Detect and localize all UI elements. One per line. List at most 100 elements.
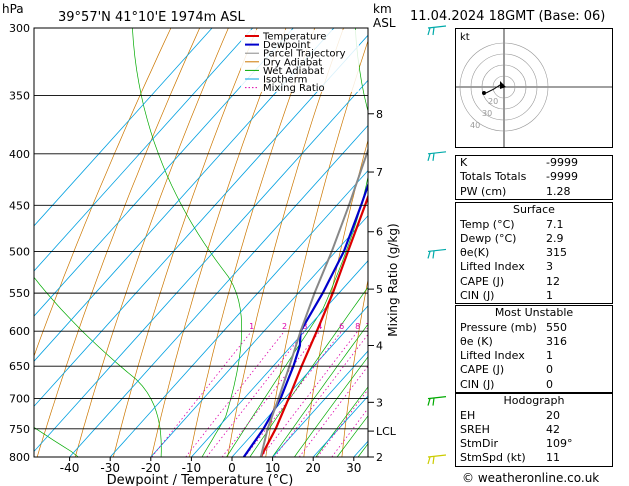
km-tick-label: 5 (376, 283, 383, 296)
surface-title: Surface (513, 203, 555, 216)
km-tick-label: LCL (376, 425, 397, 438)
hodo-ring-label-30: 30 (482, 109, 492, 118)
isotherm-line (34, 28, 335, 362)
x-tick-label: 0 (228, 461, 236, 475)
isotherm-line (34, 28, 294, 317)
storm-motion-arrow-icon (500, 81, 506, 89)
mixing-ratio-line (221, 330, 321, 457)
x-tick-label: -40 (60, 461, 80, 475)
isotherm-line (109, 169, 368, 457)
pressure-tick-label: 600 (9, 325, 30, 338)
isotherm-line (272, 350, 368, 457)
pressure-tick-label: 300 (9, 22, 30, 35)
wind-barb-icon (427, 248, 447, 259)
isotherm-line (34, 28, 213, 227)
isotherm-line (34, 28, 253, 272)
legend-label: Temperature (262, 32, 326, 43)
wind-barb-icon (427, 151, 447, 161)
index-row-pw: PW (cm) 1.28 (460, 184, 571, 198)
mixing-ratio-line (260, 330, 359, 457)
legend-label: Isotherm (263, 75, 307, 86)
most-unstable-title: Most Unstable (494, 306, 574, 319)
dry-adiabat (341, 278, 368, 457)
legend-label: Wet Adiabat (263, 66, 324, 77)
mixing-ratio-label: 20 (407, 322, 417, 331)
wind-barb-icon (427, 395, 447, 406)
asl-label: ASL (373, 16, 396, 30)
pressure-tick-label: 550 (9, 287, 30, 300)
legend-label: Dry Adiabat (263, 57, 322, 68)
x-tick-label: -10 (182, 461, 202, 475)
x-tick-label: -30 (100, 461, 120, 475)
hodograph-stats-row: EH 20 (460, 408, 560, 422)
mixing-ratio-label: 2 (282, 322, 287, 331)
wind-barb-icon (427, 454, 447, 465)
dry-adiabat (189, 28, 316, 457)
most-unstable-row: θe (K) 316 (460, 334, 567, 348)
mixing-ratio-axis-label: Mixing Ratio (g/kg) (386, 223, 400, 336)
credit-label: © weatheronline.co.uk (462, 471, 600, 485)
wet-adiabat (34, 276, 162, 457)
x-tick-label: 20 (306, 461, 321, 475)
datetime-label: 11.04.2024 18GMT (Base: 06) (410, 9, 606, 24)
mixing-ratio-line (317, 388, 368, 457)
isotherm-line (231, 305, 368, 457)
isotherm-line (150, 215, 368, 457)
pressure-tick-label: 650 (9, 360, 30, 373)
hodo-ring-label-40: 40 (470, 121, 480, 130)
x-tick-label: 10 (265, 461, 280, 475)
pressure-tick-label: 450 (9, 199, 30, 212)
surface-row: Temp (°C) 7.1 (460, 217, 564, 231)
wet-adiabat (132, 28, 243, 457)
wet-adiabat (315, 386, 368, 457)
most-unstable-row: Lifted Index 1 (460, 349, 553, 363)
hodo-ring-label-20: 20 (488, 97, 498, 106)
hodograph-chart: kt 20 30 40 (456, 29, 612, 147)
most-unstable-row: CIN (J) 0 (460, 377, 553, 391)
wet-adiabat (34, 426, 79, 457)
wet-adiabat (249, 286, 368, 457)
km-tick-label: 6 (376, 226, 383, 239)
km-label: km (373, 2, 392, 16)
dry-adiabat (227, 28, 344, 457)
hodograph-stats-row: StmSpd (kt) 11 (460, 451, 560, 465)
wet-adiabat (293, 356, 368, 457)
surface-row: Lifted Index 3 (460, 260, 553, 274)
surface-row: Dewp (°C) 2.9 (460, 231, 564, 245)
x-tick-label: 30 (346, 461, 361, 475)
pressure-tick-label: 750 (9, 423, 30, 436)
isotherm-line (34, 34, 368, 407)
indices-panel: K -9999 Totals Totals -9999 PW (cm) 1.28 (455, 155, 613, 200)
isotherm-line (34, 79, 368, 453)
x-axis-label: Dewpoint / Temperature (°C) (107, 473, 294, 486)
mixing-ratio-label: 8 (355, 322, 360, 331)
km-tick-label: 8 (376, 108, 383, 121)
pressure-tick-label: 400 (9, 148, 30, 161)
wet-adiabat (336, 415, 368, 457)
legend-label: Mixing Ratio (263, 83, 325, 94)
index-row-totals: Totals Totals -9999 (460, 170, 578, 184)
hodograph-stats-title: Hodograph (503, 394, 565, 407)
pressure-tick-label: 500 (9, 245, 30, 258)
surface-row: CIN (J) 1 (460, 288, 553, 302)
km-tick-label: 3 (376, 396, 383, 409)
dry-adiabat (34, 28, 172, 358)
hpa-label: hPa (2, 2, 24, 16)
pressure-tick-label: 800 (9, 451, 30, 464)
hodograph-stats-row: StmDir 109° (460, 437, 573, 451)
dry-adiabat (74, 28, 229, 457)
dry-adiabat (36, 28, 201, 457)
dry-adiabat (112, 28, 258, 457)
km-tick-label: 7 (376, 166, 383, 179)
dry-adiabat (151, 28, 287, 457)
mixing-ratio-label: 6 (339, 322, 344, 331)
surface-panel: Surface Temp (°C) 7.1 Dewp (°C) 2.9 θe(K) 3… (455, 202, 613, 305)
km-tick-label: 2 (376, 451, 383, 464)
index-row-k: K -9999 (460, 156, 578, 169)
hodograph-stats-panel: Hodograph EH 20 SREH 42 StmDir 109° StmSpd … (455, 393, 613, 467)
most-unstable-row: CAPE (J) 0 (460, 363, 553, 377)
x-tick-label: -20 (141, 461, 161, 475)
surface-row: θe(K) 315 (460, 246, 567, 260)
mixing-ratio-label: 10 (365, 322, 375, 331)
